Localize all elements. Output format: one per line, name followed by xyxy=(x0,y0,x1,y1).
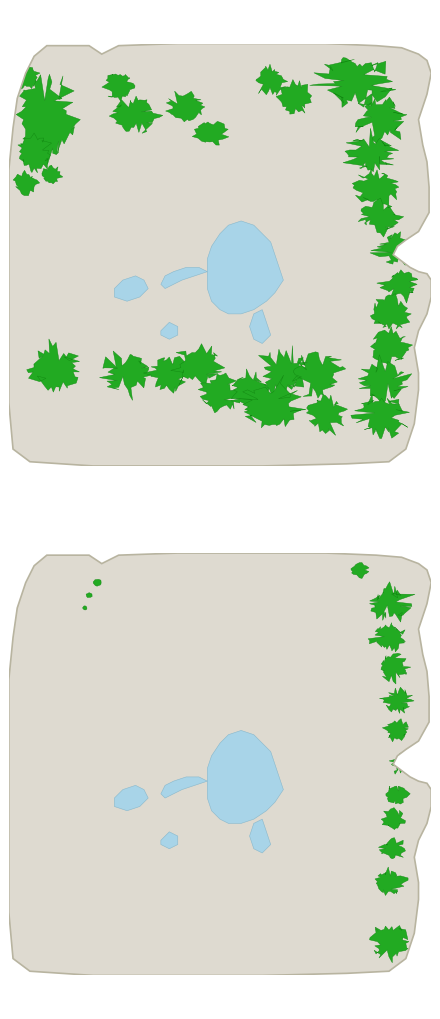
Polygon shape xyxy=(306,394,348,435)
Polygon shape xyxy=(386,786,410,804)
Polygon shape xyxy=(18,133,51,173)
Polygon shape xyxy=(249,819,271,853)
Polygon shape xyxy=(9,44,431,466)
Polygon shape xyxy=(358,355,412,405)
Polygon shape xyxy=(379,687,414,713)
Polygon shape xyxy=(358,198,403,237)
Polygon shape xyxy=(114,786,148,811)
Polygon shape xyxy=(27,339,80,392)
Polygon shape xyxy=(370,231,418,265)
Polygon shape xyxy=(192,121,229,145)
Polygon shape xyxy=(370,293,411,329)
Polygon shape xyxy=(42,165,63,183)
Polygon shape xyxy=(161,832,178,849)
Polygon shape xyxy=(165,91,205,122)
Polygon shape xyxy=(249,310,271,343)
Polygon shape xyxy=(381,653,411,684)
Polygon shape xyxy=(9,553,431,975)
Polygon shape xyxy=(93,580,101,586)
Polygon shape xyxy=(12,64,40,89)
Polygon shape xyxy=(370,582,415,622)
Polygon shape xyxy=(377,270,418,303)
Polygon shape xyxy=(231,369,270,411)
Polygon shape xyxy=(13,170,40,196)
Polygon shape xyxy=(109,96,163,133)
Polygon shape xyxy=(368,623,405,652)
Polygon shape xyxy=(276,79,312,114)
Polygon shape xyxy=(207,731,283,823)
Polygon shape xyxy=(161,776,207,798)
Polygon shape xyxy=(16,74,81,165)
Polygon shape xyxy=(370,326,413,368)
Polygon shape xyxy=(351,562,369,579)
Polygon shape xyxy=(99,351,154,400)
Polygon shape xyxy=(378,838,405,859)
Polygon shape xyxy=(370,925,409,963)
Polygon shape xyxy=(83,606,87,610)
Polygon shape xyxy=(236,375,306,428)
Polygon shape xyxy=(256,64,288,96)
Polygon shape xyxy=(382,718,408,742)
Polygon shape xyxy=(352,169,399,206)
Polygon shape xyxy=(351,394,410,438)
Polygon shape xyxy=(207,221,283,314)
Polygon shape xyxy=(389,753,414,774)
Polygon shape xyxy=(161,322,178,339)
Polygon shape xyxy=(161,267,207,288)
Polygon shape xyxy=(86,593,92,597)
Polygon shape xyxy=(259,345,312,397)
Polygon shape xyxy=(355,97,407,144)
Polygon shape xyxy=(292,352,346,398)
Polygon shape xyxy=(114,276,148,302)
Polygon shape xyxy=(143,357,193,393)
Polygon shape xyxy=(310,58,396,107)
Polygon shape xyxy=(102,74,135,102)
Polygon shape xyxy=(381,808,406,829)
Polygon shape xyxy=(343,128,399,171)
Polygon shape xyxy=(375,867,408,896)
Polygon shape xyxy=(171,343,225,389)
Polygon shape xyxy=(198,373,245,413)
